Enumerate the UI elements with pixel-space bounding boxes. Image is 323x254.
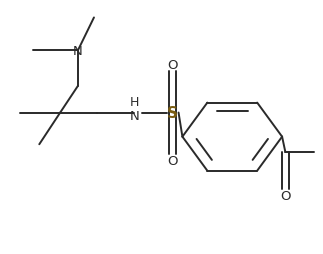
Text: N: N [129,109,139,122]
Text: N: N [73,45,83,58]
Text: O: O [168,59,178,72]
Text: S: S [167,106,178,121]
Text: O: O [168,155,178,168]
Text: O: O [280,189,291,202]
Text: H: H [130,95,139,108]
